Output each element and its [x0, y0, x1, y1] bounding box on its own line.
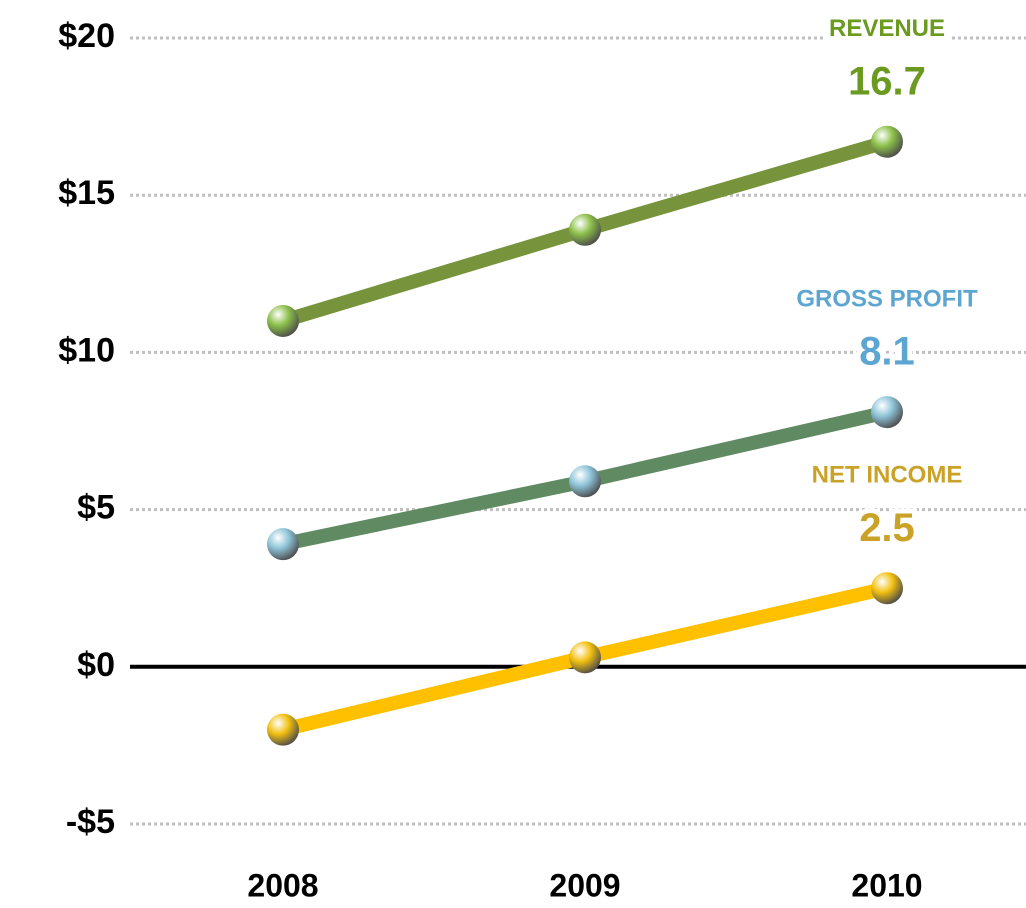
- marker: [267, 713, 299, 746]
- marker: [267, 304, 299, 337]
- marker: [569, 213, 601, 246]
- series-name: GROSS PROFIT: [796, 285, 978, 312]
- marker: [871, 572, 903, 605]
- marker: [569, 465, 601, 498]
- value-label: 16.7: [848, 59, 926, 103]
- x-tick-label: 2009: [549, 867, 620, 903]
- y-tick-label: $15: [58, 174, 115, 212]
- series-name: REVENUE: [829, 15, 945, 42]
- y-tick-label: $20: [58, 17, 115, 55]
- y-tick-label: $5: [77, 489, 115, 527]
- value-label: 2.5: [859, 506, 915, 550]
- y-tick-label: -$5: [66, 803, 115, 841]
- value-label: 8.1: [859, 330, 915, 374]
- x-tick-label: 2008: [247, 867, 318, 903]
- marker: [569, 641, 601, 674]
- marker: [871, 396, 903, 429]
- y-tick-label: $10: [58, 331, 115, 369]
- marker: [267, 528, 299, 561]
- marker: [871, 125, 903, 158]
- y-tick-label: $0: [77, 646, 115, 684]
- x-tick-label: 2010: [851, 867, 922, 903]
- series-name: NET INCOME: [812, 462, 963, 489]
